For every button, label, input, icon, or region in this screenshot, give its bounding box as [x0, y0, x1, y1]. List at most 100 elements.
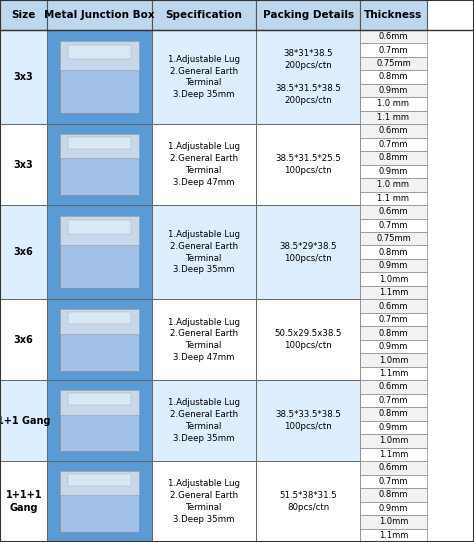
Text: 1.1mm: 1.1mm: [379, 531, 408, 540]
Text: 1.0 mm: 1.0 mm: [377, 180, 410, 189]
Bar: [47, 380, 152, 461]
Bar: [152, 124, 256, 205]
Bar: [60, 216, 139, 288]
Bar: [60, 309, 139, 371]
Bar: [47, 30, 152, 124]
Text: 0.8mm: 0.8mm: [379, 153, 408, 163]
Text: 1.0 mm: 1.0 mm: [377, 99, 410, 108]
Text: 0.7mm: 0.7mm: [379, 315, 408, 324]
Text: 1.1mm: 1.1mm: [379, 288, 408, 297]
Bar: [360, 326, 427, 340]
Bar: [0, 299, 47, 380]
Text: 0.6mm: 0.6mm: [379, 302, 408, 311]
Bar: [360, 0, 427, 30]
Bar: [360, 393, 427, 407]
Bar: [360, 461, 427, 475]
Bar: [360, 97, 427, 111]
Text: 0.9mm: 0.9mm: [379, 423, 408, 432]
Text: 38.5*33.5*38.5
100pcs/ctn: 38.5*33.5*38.5 100pcs/ctn: [275, 410, 341, 431]
Bar: [360, 313, 427, 326]
Bar: [60, 471, 139, 495]
Text: 0.6mm: 0.6mm: [379, 32, 408, 41]
Bar: [360, 43, 427, 57]
Bar: [360, 448, 427, 461]
Bar: [0, 30, 47, 124]
Bar: [60, 471, 139, 532]
Bar: [360, 138, 427, 151]
Text: 0.7mm: 0.7mm: [379, 140, 408, 149]
Text: 0.9mm: 0.9mm: [379, 504, 408, 513]
Text: 0.7mm: 0.7mm: [379, 396, 408, 405]
Bar: [360, 83, 427, 97]
Text: 1.Adjustable Lug
2.General Earth
Terminal
3.Deep 35mm: 1.Adjustable Lug 2.General Earth Termina…: [168, 230, 240, 274]
Bar: [360, 232, 427, 246]
Bar: [68, 137, 131, 149]
Text: 1.Adjustable Lug
2.General Earth
Terminal
3.Deep 35mm: 1.Adjustable Lug 2.General Earth Termina…: [168, 398, 240, 443]
Bar: [360, 501, 427, 515]
Text: 0.6mm: 0.6mm: [379, 207, 408, 216]
Text: 1.Adjustable Lug
2.General Earth
Terminal
3.Deep 35mm: 1.Adjustable Lug 2.General Earth Termina…: [168, 479, 240, 524]
Text: 51.5*38*31.5
80pcs/ctn: 51.5*38*31.5 80pcs/ctn: [279, 491, 337, 512]
Bar: [360, 421, 427, 434]
Bar: [360, 191, 427, 205]
Bar: [360, 151, 427, 165]
Bar: [0, 380, 47, 461]
Bar: [152, 0, 256, 30]
Bar: [360, 218, 427, 232]
Bar: [0, 124, 47, 205]
Bar: [360, 515, 427, 528]
Text: Packing Details: Packing Details: [263, 10, 354, 20]
Text: 0.9mm: 0.9mm: [379, 342, 408, 351]
Text: 1.Adjustable Lug
2.General Earth
Terminal
3.Deep 35mm: 1.Adjustable Lug 2.General Earth Termina…: [168, 55, 240, 99]
Bar: [360, 111, 427, 124]
Text: 0.9mm: 0.9mm: [379, 86, 408, 95]
Bar: [0, 205, 47, 299]
Text: 0.8mm: 0.8mm: [379, 248, 408, 257]
Text: 3x3: 3x3: [14, 72, 34, 82]
Bar: [360, 70, 427, 83]
Bar: [47, 0, 152, 30]
Bar: [360, 407, 427, 421]
Text: Thickness: Thickness: [365, 10, 422, 20]
Text: 0.8mm: 0.8mm: [379, 328, 408, 338]
Bar: [152, 380, 256, 461]
Text: Metal Junction Box: Metal Junction Box: [44, 10, 155, 20]
Text: 3x3: 3x3: [14, 159, 34, 170]
Bar: [360, 488, 427, 501]
Bar: [60, 134, 139, 158]
Text: 0.7mm: 0.7mm: [379, 221, 408, 230]
Bar: [360, 340, 427, 353]
Bar: [360, 367, 427, 380]
Bar: [256, 380, 360, 461]
Bar: [68, 474, 131, 486]
Bar: [256, 124, 360, 205]
Bar: [68, 312, 131, 325]
Text: 1.0mm: 1.0mm: [379, 356, 408, 365]
Bar: [47, 461, 152, 542]
Text: 38.5*31.5*25.5
100pcs/ctn: 38.5*31.5*25.5 100pcs/ctn: [275, 154, 341, 175]
Text: 0.75mm: 0.75mm: [376, 59, 411, 68]
Bar: [360, 57, 427, 70]
Bar: [360, 165, 427, 178]
Bar: [360, 353, 427, 367]
Text: 0.6mm: 0.6mm: [379, 126, 408, 136]
Text: 1+1+1
Gang: 1+1+1 Gang: [5, 490, 42, 513]
Bar: [360, 286, 427, 299]
Text: 3x6: 3x6: [14, 247, 34, 257]
Text: 1.1 mm: 1.1 mm: [377, 113, 410, 122]
Bar: [152, 461, 256, 542]
Bar: [0, 461, 47, 542]
Text: 38*31*38.5
200pcs/ctn

38.5*31.5*38.5
200pcs/ctn: 38*31*38.5 200pcs/ctn 38.5*31.5*38.5 200…: [275, 49, 341, 105]
Bar: [60, 41, 139, 70]
Bar: [256, 0, 360, 30]
Text: 0.9mm: 0.9mm: [379, 167, 408, 176]
Bar: [0, 0, 47, 30]
Text: 38.5*29*38.5
100pcs/ctn: 38.5*29*38.5 100pcs/ctn: [279, 242, 337, 263]
Text: 0.9mm: 0.9mm: [379, 261, 408, 270]
Bar: [47, 205, 152, 299]
Text: 1.0mm: 1.0mm: [379, 436, 408, 446]
Text: 0.6mm: 0.6mm: [379, 383, 408, 391]
Bar: [360, 380, 427, 393]
Bar: [256, 30, 360, 124]
Text: Specification: Specification: [165, 10, 242, 20]
